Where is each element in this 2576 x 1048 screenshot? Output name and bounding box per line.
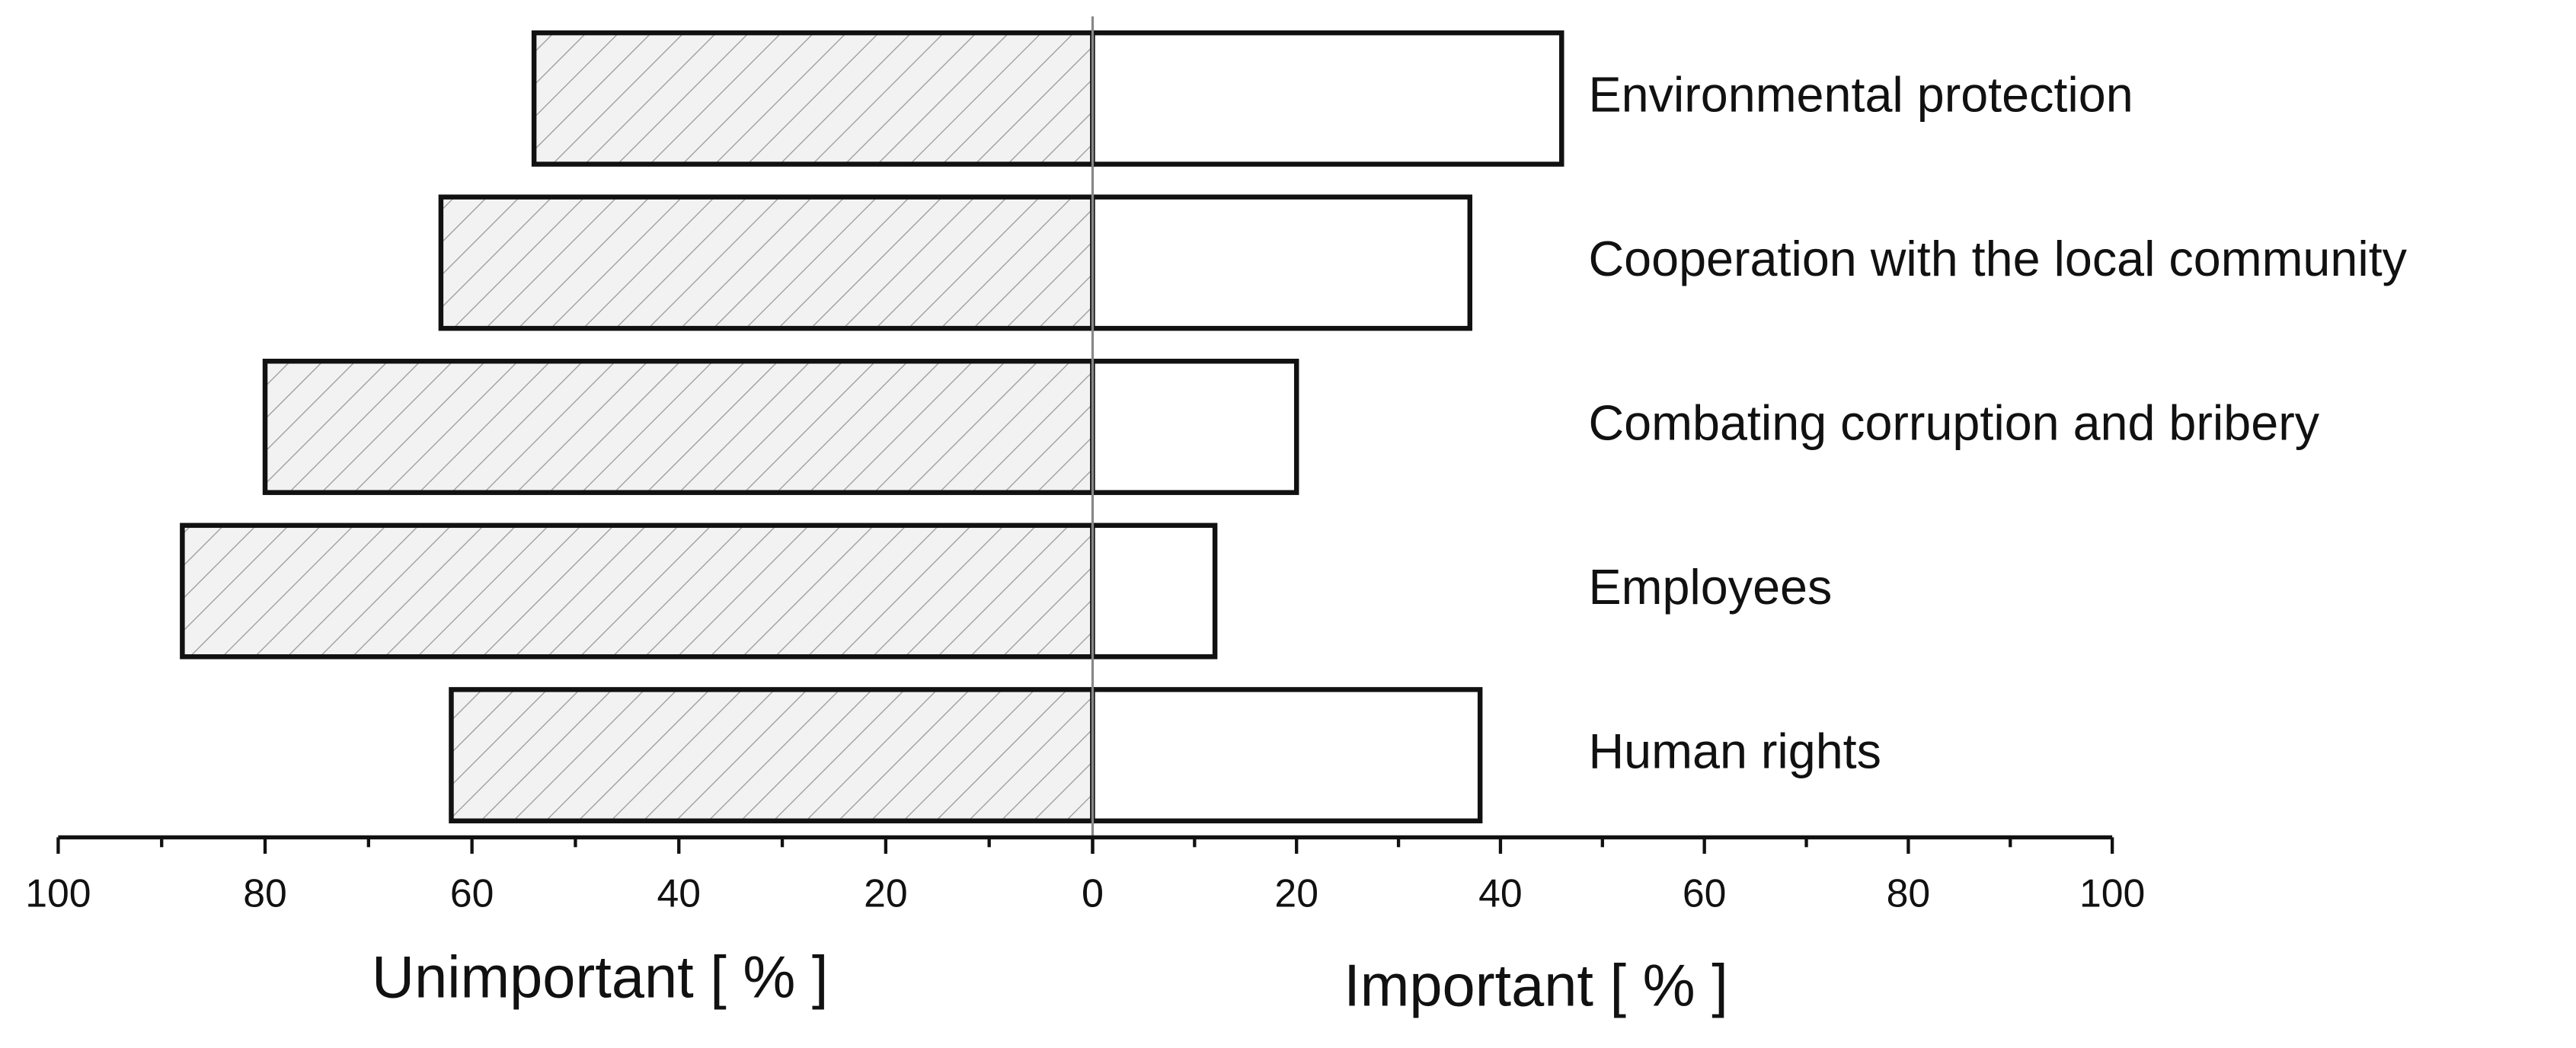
x-tick-label: 20 bbox=[864, 871, 908, 915]
bar bbox=[438, 194, 1095, 331]
x-tick-label: 40 bbox=[657, 871, 701, 915]
category-label: Employees bbox=[1588, 559, 1832, 615]
x-tick-label: 60 bbox=[1683, 871, 1727, 915]
category-label: Cooperation with the local community bbox=[1588, 231, 2407, 286]
bar bbox=[1090, 687, 1483, 824]
x-tick-label: 60 bbox=[450, 871, 494, 915]
bar bbox=[1090, 30, 1564, 167]
x-left-label: Unimportant [ % ] bbox=[372, 945, 828, 1011]
x-tick-label: 100 bbox=[2079, 871, 2145, 915]
category-label: Environmental protection bbox=[1588, 66, 2133, 122]
bar bbox=[262, 359, 1095, 495]
bar bbox=[531, 30, 1095, 167]
bar bbox=[1090, 359, 1299, 495]
x-tick-label: 100 bbox=[25, 871, 91, 915]
bar bbox=[1090, 194, 1473, 331]
x-tick-label: 80 bbox=[243, 871, 287, 915]
bar bbox=[180, 522, 1095, 660]
x-right-label: Important [ % ] bbox=[1344, 953, 1728, 1018]
x-tick-label: 40 bbox=[1478, 871, 1523, 915]
bar bbox=[1090, 522, 1218, 660]
x-tick-label: 20 bbox=[1274, 871, 1318, 915]
category-label: Human rights bbox=[1588, 724, 1881, 779]
x-tick-label: 0 bbox=[1082, 871, 1104, 915]
x-tick-label: 0 bbox=[1082, 871, 1104, 915]
category-label: Combating corruption and bribery bbox=[1588, 395, 2319, 451]
x-tick-label: 80 bbox=[1887, 871, 1931, 915]
bar bbox=[449, 687, 1095, 824]
